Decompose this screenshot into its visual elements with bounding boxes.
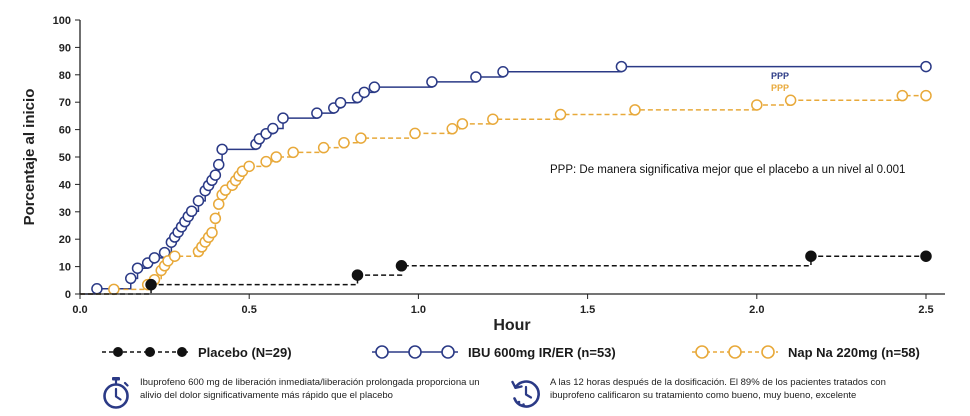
ibu-point: [216, 143, 228, 156]
x-tick-label: 2.5: [918, 304, 933, 316]
ibu-point: [334, 96, 347, 109]
nap-point: [487, 113, 499, 125]
y-tick-label: 40: [59, 179, 71, 191]
legend-label-nap: Nap Na 220mg (n=58): [788, 344, 920, 360]
note-left: Ibuprofeno 600 mg de liberación inmediat…: [100, 376, 500, 410]
nap-point: [751, 99, 763, 111]
x-tick-label: 2.0: [749, 304, 764, 316]
significance-footnote: PPP: De manera significativa mejor que e…: [550, 164, 905, 176]
nap-point: [456, 118, 469, 130]
placebo-point: [920, 250, 932, 262]
x-tick-label: 0.0: [72, 304, 87, 316]
legend-label-placebo: Placebo (N=29): [198, 344, 292, 360]
clock-history-icon: [511, 380, 540, 408]
x-tick-label: 1.5: [580, 304, 595, 316]
ibu-point: [212, 158, 225, 171]
nap-point: [206, 226, 218, 239]
y-tick-label: 50: [59, 152, 71, 164]
nap-point: [784, 94, 797, 107]
placebo-point: [395, 260, 408, 272]
note-right: A las 12 horas después de la dosificació…: [510, 376, 930, 410]
ibu-point: [148, 252, 161, 264]
placebo-step-line: [80, 255, 926, 295]
nap-point: [554, 108, 567, 121]
placebo-point: [145, 278, 157, 291]
nap-point: [446, 123, 458, 135]
ibu-point: [192, 195, 205, 207]
y-tick-label: 60: [59, 125, 71, 137]
nap-point: [287, 146, 299, 159]
y-tick-label: 80: [59, 70, 71, 82]
legend-item-ibu: IBU 600mg IR/ER (n=53): [370, 341, 616, 363]
ibu-point: [920, 60, 932, 73]
nap-point: [260, 155, 272, 168]
y-tick-label: 10: [59, 262, 71, 274]
legend-label-ibu: IBU 600mg IR/ER (n=53): [468, 344, 616, 360]
ibu-point: [131, 262, 144, 274]
y-axis-label: Porcentaje al inicio: [21, 89, 38, 226]
nap-point: [629, 104, 641, 116]
ibu-point: [125, 272, 137, 285]
chart: 0 10 20 30 40 50 60 70 80 90 100 0.0 0.5 1.0 1.5 2.0 2.5…: [21, 15, 945, 334]
nap-point: [896, 89, 909, 102]
ibu-point: [368, 81, 381, 93]
nap-point: [243, 160, 255, 173]
y-tick-label: 30: [59, 207, 71, 219]
y-tick-label: 70: [59, 97, 71, 109]
note-right-text: A las 12 horas después de la dosificació…: [550, 377, 886, 401]
placebo-point: [351, 269, 364, 281]
legend-item-nap: Nap Na 220mg (n=58): [690, 341, 920, 363]
x-axis-label: Hour: [493, 317, 530, 334]
y-tick-label: 0: [65, 289, 71, 301]
ibu-point: [426, 76, 438, 88]
legend-item-placebo: Placebo (N=29): [100, 341, 292, 363]
ibu-point: [91, 283, 103, 295]
ibu-point: [358, 86, 371, 99]
nap-point: [270, 151, 283, 163]
y-tick-label: 100: [53, 15, 71, 27]
nap-significance-label: PPP: [771, 83, 789, 93]
note-left-text: Ibuprofeno 600 mg de liberación inmediat…: [140, 377, 480, 401]
nap-point: [209, 212, 222, 225]
ibu-point: [277, 112, 289, 124]
ibu-point: [470, 71, 482, 83]
ibu-legend-marker: [372, 345, 458, 359]
ibu-point: [497, 66, 509, 78]
nap-legend-marker: [692, 345, 778, 359]
ibu-point: [311, 107, 323, 119]
nap-point: [409, 127, 421, 140]
nap-point: [920, 89, 932, 102]
placebo-point: [805, 250, 817, 262]
nap-point: [169, 250, 181, 262]
y-tick-label: 20: [59, 234, 71, 246]
ibu-point: [209, 169, 222, 181]
nap-point: [355, 132, 367, 144]
ibu-point: [185, 205, 198, 218]
ibu-significance-label: PPP: [771, 71, 789, 81]
series-ibu: [80, 60, 932, 295]
nap-point: [212, 198, 225, 210]
nap-point: [338, 137, 350, 149]
ibu-point: [615, 60, 628, 73]
ibu-point: [267, 122, 279, 135]
x-tick-label: 1.0: [411, 304, 426, 316]
placebo-legend-marker: [102, 347, 188, 357]
nap-point: [317, 141, 330, 154]
series-placebo: [80, 250, 932, 295]
nap-point: [108, 283, 120, 296]
y-tick-label: 90: [59, 42, 71, 54]
x-tick-label: 0.5: [242, 304, 257, 316]
stopwatch-icon: [103, 377, 129, 409]
